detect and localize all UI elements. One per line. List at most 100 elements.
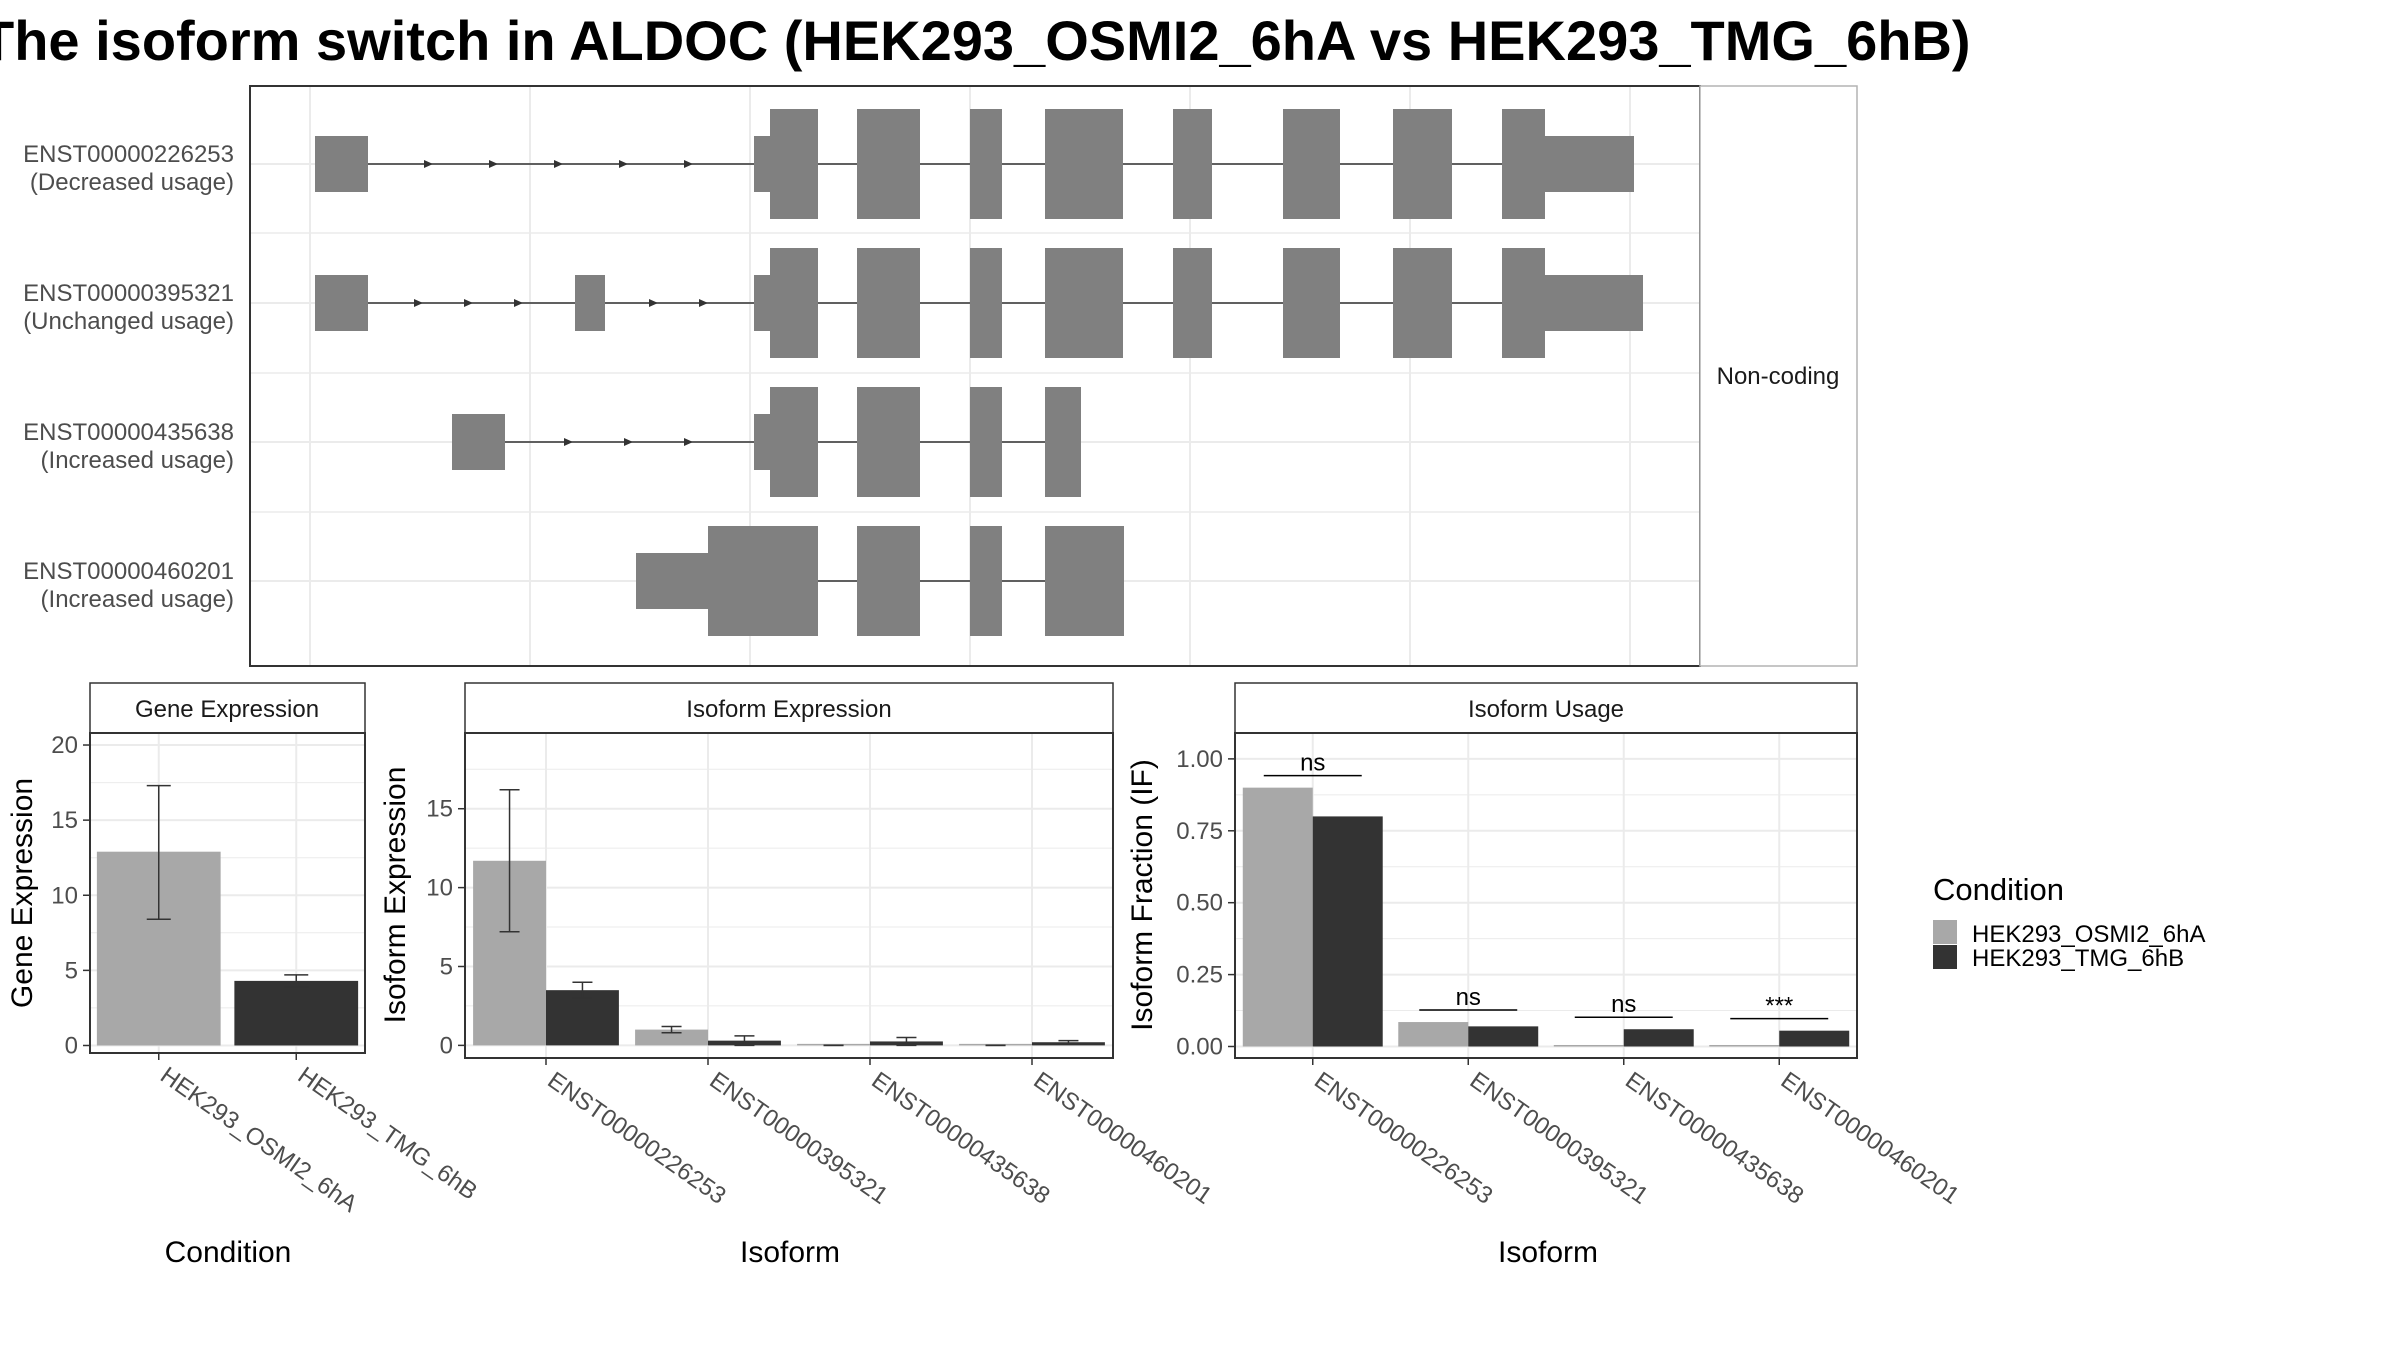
isoform-expression-x-title: Isoform bbox=[740, 1236, 840, 1269]
coding-exon bbox=[770, 248, 818, 358]
isoform-expression-panel: Isoform Expression 0 5 10 15 ENST00000226253… bbox=[379, 682, 1217, 1269]
legend-label: HEK293_OSMI2_6hA bbox=[1972, 921, 2205, 948]
coding-exon bbox=[857, 248, 920, 358]
y-tick-label: 5 bbox=[440, 953, 453, 980]
bar bbox=[635, 1029, 708, 1046]
y-tick-label: 20 bbox=[51, 732, 78, 759]
bar bbox=[1468, 1026, 1539, 1047]
strand-arrow-icon bbox=[699, 299, 708, 307]
utr-exon bbox=[754, 136, 770, 192]
x-tick-label: ENST00000395321 bbox=[705, 1067, 893, 1210]
coding-exon bbox=[970, 248, 1002, 358]
non-coding-label: Non-coding bbox=[1717, 363, 1840, 390]
gene-expression-y-title: Gene Expression bbox=[6, 778, 39, 1008]
isoform-expression-border bbox=[464, 732, 1114, 1059]
coding-exon bbox=[1045, 526, 1124, 636]
isoform-label-name: ENST00000460201 bbox=[23, 558, 234, 585]
isoform-label-usage: (Increased usage) bbox=[41, 586, 234, 613]
coding-exon bbox=[1393, 248, 1452, 358]
coding-exon bbox=[970, 109, 1002, 219]
coding-exon bbox=[1283, 248, 1340, 358]
coding-exon bbox=[1502, 248, 1545, 358]
bar bbox=[1623, 1029, 1694, 1047]
strand-arrow-icon bbox=[649, 299, 658, 307]
coding-exon bbox=[708, 526, 818, 636]
coding-exon bbox=[1045, 109, 1123, 219]
isoform-usage-border bbox=[1234, 732, 1858, 1059]
utr-exon bbox=[636, 553, 708, 609]
strand-arrow-icon bbox=[684, 438, 693, 446]
strand-arrow-icon bbox=[489, 160, 498, 168]
isoform-usage-strip bbox=[1234, 682, 1858, 734]
utr-exon bbox=[1545, 136, 1634, 192]
y-tick-label: 0 bbox=[440, 1032, 453, 1059]
isoform-label-usage: (Decreased usage) bbox=[30, 169, 234, 196]
y-tick-label: 15 bbox=[51, 807, 78, 834]
utr-exon bbox=[754, 414, 770, 470]
coding-exon bbox=[857, 526, 920, 636]
y-tick-label: 0.00 bbox=[1176, 1033, 1223, 1060]
utr-exon bbox=[452, 414, 505, 470]
gene-expression-strip-title: Gene Expression bbox=[135, 696, 319, 723]
isoform-usage-panel: Isoform Usage 0.000.250.500.751.00ENST00… bbox=[1126, 682, 1964, 1269]
strand-arrow-icon bbox=[564, 438, 573, 446]
y-tick-label: 15 bbox=[426, 796, 453, 823]
bar bbox=[234, 980, 359, 1046]
isoform-label-name: ENST00000395321 bbox=[23, 280, 234, 307]
x-tick-label: ENST00000226253 bbox=[543, 1067, 731, 1210]
coding-exon bbox=[970, 387, 1002, 497]
isoform-expression-y-title: Isoform Expression bbox=[379, 767, 412, 1024]
x-tick-label: ENST00000460201 bbox=[1029, 1067, 1217, 1210]
significance-label: ns bbox=[1456, 984, 1481, 1011]
coding-exon bbox=[1045, 387, 1081, 497]
utr-exon bbox=[1545, 275, 1643, 331]
isoform-usage-x-title: Isoform bbox=[1498, 1236, 1598, 1269]
coding-exon bbox=[1502, 109, 1545, 219]
isoform-structure-panel: Non-coding ENST00000226253 (Decreased us… bbox=[23, 85, 1858, 667]
strand-arrow-icon bbox=[624, 438, 633, 446]
legend: Condition HEK293_OSMI2_6hA HEK293_TMG_6h… bbox=[1933, 872, 2205, 972]
isoform-label-usage: (Increased usage) bbox=[41, 447, 234, 474]
isoform-expression-strip-title: Isoform Expression bbox=[686, 696, 891, 723]
x-tick-label: ENST00000435638 bbox=[867, 1067, 1055, 1210]
y-tick-label: 10 bbox=[51, 882, 78, 909]
coding-exon bbox=[857, 387, 920, 497]
bar bbox=[1779, 1030, 1850, 1047]
coding-exon bbox=[970, 526, 1002, 636]
legend-swatch bbox=[1933, 945, 1957, 969]
strand-arrow-icon bbox=[619, 160, 628, 168]
utr-exon bbox=[315, 136, 368, 192]
y-tick-label: 0.50 bbox=[1176, 890, 1223, 917]
utr-exon bbox=[754, 275, 770, 331]
bar bbox=[1709, 1044, 1780, 1047]
non-coding-strip bbox=[1699, 85, 1858, 667]
y-tick-label: 1.00 bbox=[1176, 746, 1223, 773]
isoform-label-usage: (Unchanged usage) bbox=[23, 308, 234, 335]
y-tick-label: 0.75 bbox=[1176, 818, 1223, 845]
gene-expression-x-title: Condition bbox=[165, 1236, 292, 1269]
figure-title: The isoform switch in ALDOC (HEK293_OSMI… bbox=[0, 9, 1971, 72]
coding-exon bbox=[1393, 109, 1452, 219]
legend-swatch bbox=[1933, 920, 1957, 944]
significance-label: *** bbox=[1765, 993, 1793, 1020]
isoform-label-name: ENST00000226253 bbox=[23, 141, 234, 168]
bar bbox=[1242, 787, 1313, 1047]
strand-arrow-icon bbox=[684, 160, 693, 168]
isoform-label-name: ENST00000435638 bbox=[23, 419, 234, 446]
strand-arrow-icon bbox=[464, 299, 473, 307]
coding-exon bbox=[1173, 248, 1212, 358]
strand-arrow-icon bbox=[514, 299, 523, 307]
isoform-usage-strip-title: Isoform Usage bbox=[1468, 696, 1624, 723]
coding-exon bbox=[1045, 248, 1123, 358]
y-tick-label: 0.25 bbox=[1176, 962, 1223, 989]
bar bbox=[1553, 1044, 1624, 1047]
structure-tracks bbox=[315, 109, 1643, 636]
strand-arrow-icon bbox=[414, 299, 423, 307]
coding-exon bbox=[1283, 109, 1340, 219]
y-tick-label: 0 bbox=[65, 1032, 78, 1059]
utr-exon bbox=[315, 275, 368, 331]
isoform-usage-y-title: Isoform Fraction (IF) bbox=[1126, 759, 1159, 1031]
coding-exon bbox=[1173, 109, 1212, 219]
significance-label: ns bbox=[1611, 991, 1636, 1018]
